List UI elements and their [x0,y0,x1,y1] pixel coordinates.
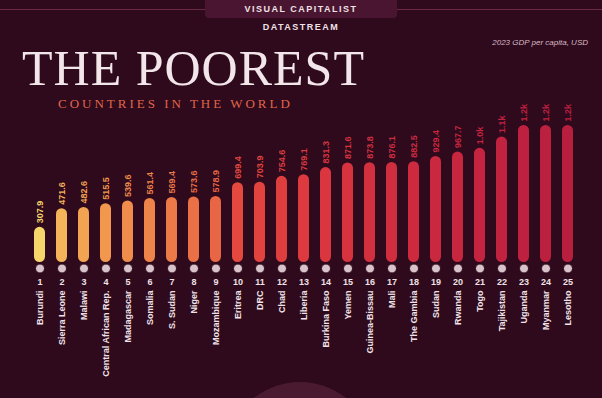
svg-text:5: 5 [125,277,130,287]
svg-text:699.4: 699.4 [233,156,243,179]
svg-text:Central African Rep.: Central African Rep. [101,291,111,377]
svg-text:539.6: 539.6 [123,174,133,197]
svg-text:569.4: 569.4 [167,171,177,194]
svg-text:Uganda: Uganda [519,290,529,324]
svg-text:Mali: Mali [387,291,397,309]
html-text:THE POOREST: THE POOREST [22,40,365,96]
svg-text:7: 7 [169,277,174,287]
svg-text:471.6: 471.6 [57,182,67,205]
svg-text:967.7: 967.7 [453,125,463,148]
svg-text:Togo: Togo [475,290,485,312]
svg-text:703.9: 703.9 [255,156,265,179]
svg-text:Burkina Faso: Burkina Faso [321,290,331,348]
svg-text:871.6: 871.6 [343,136,353,159]
svg-text:20: 20 [453,277,463,287]
svg-text:561.4: 561.4 [145,172,155,195]
svg-text:8: 8 [191,277,196,287]
svg-text:Eritrea: Eritrea [233,290,243,320]
svg-text:Liberia: Liberia [299,290,309,321]
svg-text:16: 16 [365,277,375,287]
svg-text:873.8: 873.8 [365,136,375,159]
svg-text:25: 25 [563,277,573,287]
svg-text:15: 15 [343,277,353,287]
html-text:VISUAL CAPITALIST DATASTREAM: VISUAL CAPITALIST DATASTREAM [244,4,358,32]
svg-text:515.5: 515.5 [101,177,111,200]
svg-text:11: 11 [255,277,265,287]
svg-text:1.2k: 1.2k [519,103,529,122]
svg-text:The Gambia: The Gambia [409,290,419,343]
svg-text:Myanmar: Myanmar [541,290,551,330]
svg-text:Madagascar: Madagascar [123,290,133,343]
svg-text:Sudan: Sudan [431,291,441,319]
svg-text:Lesotho: Lesotho [563,290,573,326]
svg-text:1.1k: 1.1k [497,114,507,133]
svg-text:22: 22 [497,277,507,287]
svg-text:2: 2 [59,277,64,287]
svg-text:1.2k: 1.2k [541,103,551,122]
svg-text:3: 3 [81,277,86,287]
svg-text:1.0k: 1.0k [475,126,485,145]
svg-text:1: 1 [37,277,42,287]
svg-text:Somalia: Somalia [145,290,155,326]
svg-text:Niger: Niger [189,290,199,314]
svg-text:9: 9 [213,277,218,287]
svg-text:Yemen: Yemen [343,291,353,320]
svg-text:17: 17 [387,277,397,287]
svg-text:14: 14 [321,277,331,287]
svg-text:S. Sudan: S. Sudan [167,291,177,330]
svg-text:754.6: 754.6 [277,150,287,173]
svg-text:1.2k: 1.2k [563,103,573,122]
svg-text:6: 6 [147,277,152,287]
svg-text:882.5: 882.5 [409,135,419,158]
svg-text:DRC: DRC [255,290,265,310]
svg-text:929.4: 929.4 [431,130,441,153]
svg-text:18: 18 [409,277,419,287]
svg-text:Chad: Chad [277,291,287,314]
svg-text:876.1: 876.1 [387,136,397,159]
svg-text:573.6: 573.6 [189,170,199,193]
svg-text:10: 10 [233,277,243,287]
html-text:2023 GDP per capita, USD: 2023 GDP per capita, USD [492,38,588,47]
svg-text:Malawi: Malawi [79,291,89,321]
svg-text:24: 24 [541,277,551,287]
svg-text:Burundi: Burundi [35,291,45,326]
html-text:COUNTRIES IN THE WORLD: COUNTRIES IN THE WORLD [58,96,293,111]
svg-text:12: 12 [277,277,287,287]
svg-text:Tajikistan: Tajikistan [497,291,507,332]
svg-text:23: 23 [519,277,529,287]
svg-text:Rwanda: Rwanda [453,290,463,326]
svg-text:769.1: 769.1 [299,148,309,171]
svg-text:Guinea-Bissau: Guinea-Bissau [365,291,375,354]
svg-text:4: 4 [103,277,108,287]
svg-text:482.6: 482.6 [79,181,89,204]
svg-text:Mozambique: Mozambique [211,291,221,346]
svg-text:831.3: 831.3 [321,141,331,164]
svg-text:13: 13 [299,277,309,287]
svg-text:307.9: 307.9 [35,201,45,224]
svg-text:578.9: 578.9 [211,170,221,193]
svg-text:21: 21 [475,277,485,287]
svg-text:Sierra Leone: Sierra Leone [57,291,67,346]
svg-text:19: 19 [431,277,441,287]
